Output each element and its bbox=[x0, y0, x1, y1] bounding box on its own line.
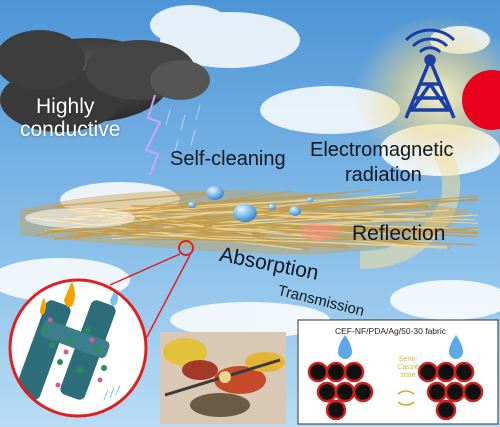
fiber-fabric bbox=[20, 189, 479, 255]
storm-cloud-icon bbox=[0, 30, 210, 132]
wifi-signal-icon bbox=[404, 28, 456, 54]
water-droplet-icon bbox=[449, 335, 463, 359]
label-fabric-name: CEF-NF/PDA/Ag/50-30 fabric bbox=[335, 326, 447, 336]
label-conductive: conductive bbox=[20, 118, 121, 141]
red-sun-icon bbox=[462, 70, 500, 130]
swap-arrows-icon bbox=[397, 390, 415, 406]
label-reflection: Reflection bbox=[352, 222, 446, 245]
label-self-cleaning: Self-cleaning bbox=[170, 148, 286, 170]
magnified-fiber-inset bbox=[8, 278, 148, 418]
label-highly: Highly bbox=[36, 95, 95, 118]
label-radiation: radiation bbox=[345, 164, 422, 186]
radio-tower-icon bbox=[404, 54, 456, 119]
fabric-photo-inset bbox=[160, 332, 286, 424]
magnifier-focus bbox=[178, 240, 194, 256]
rain-streaks bbox=[165, 104, 201, 156]
lightning-icon bbox=[144, 94, 162, 176]
water-droplet-icon bbox=[338, 335, 352, 359]
semi-cassie-inset bbox=[297, 319, 499, 425]
radiation-glow bbox=[355, 15, 500, 175]
magnifier-line bbox=[139, 254, 191, 351]
magnifier-line bbox=[109, 253, 181, 286]
label-electromagnetic: Electromagnetic bbox=[310, 139, 454, 161]
label-semi-cassie: Semi-Cassie state bbox=[397, 356, 419, 379]
water-droplet-icon bbox=[188, 186, 313, 222]
